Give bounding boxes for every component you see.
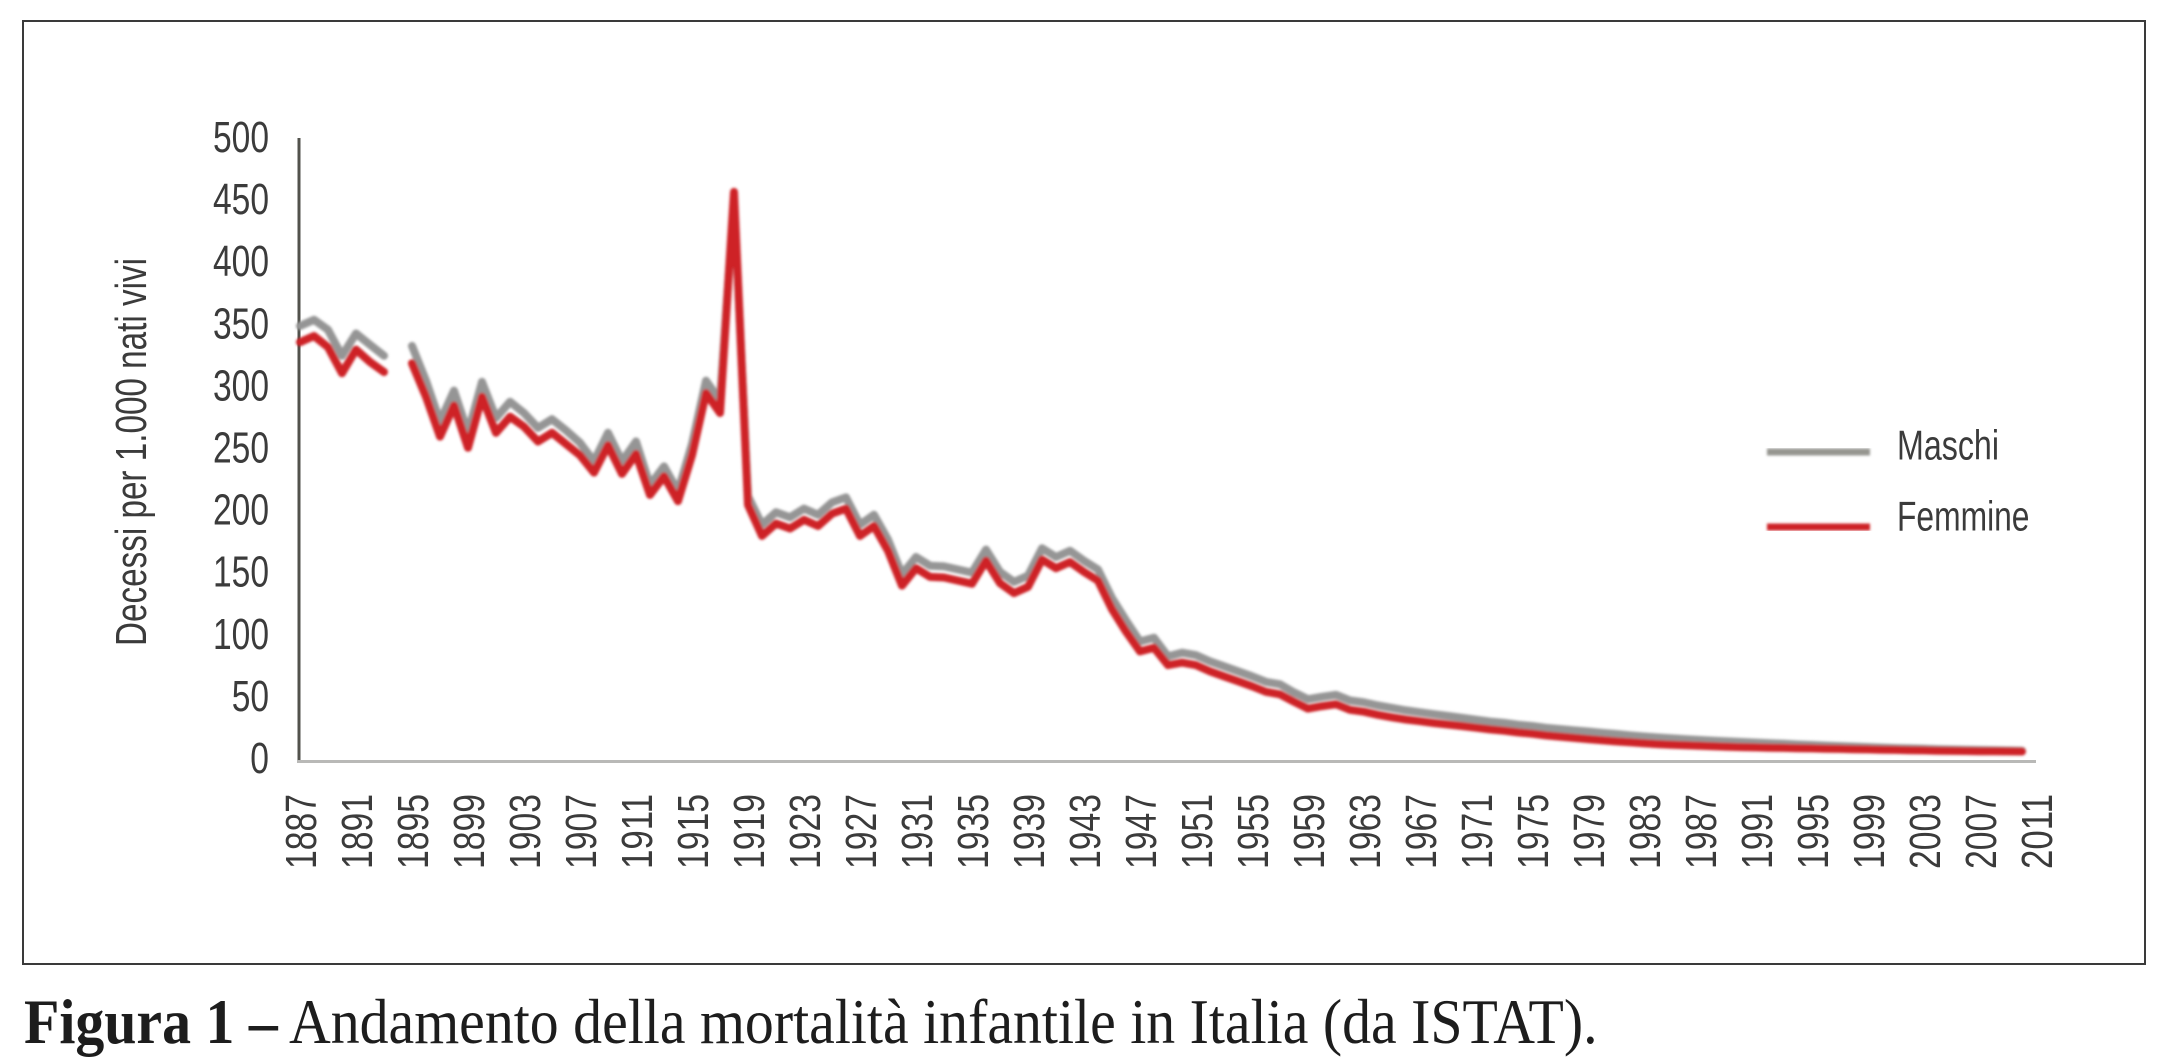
svg-text:1955: 1955 [1230, 794, 1278, 869]
svg-text:1983: 1983 [1622, 794, 1670, 869]
svg-text:2011: 2011 [2014, 794, 2062, 869]
svg-text:1995: 1995 [1790, 794, 1838, 869]
svg-text:1935: 1935 [950, 794, 998, 869]
svg-text:Femmine: Femmine [1897, 493, 2030, 540]
svg-text:1951: 1951 [1174, 794, 1222, 869]
svg-text:1947: 1947 [1118, 794, 1166, 869]
svg-text:350: 350 [213, 300, 269, 348]
svg-text:1923: 1923 [782, 794, 830, 869]
svg-text:1975: 1975 [1510, 794, 1558, 869]
svg-text:Maschi: Maschi [1897, 422, 1999, 469]
svg-text:1919: 1919 [726, 794, 774, 869]
svg-text:1907: 1907 [558, 794, 606, 869]
svg-text:2003: 2003 [1902, 794, 1950, 869]
svg-text:1911: 1911 [614, 794, 662, 869]
svg-text:450: 450 [213, 176, 269, 224]
svg-text:250: 250 [213, 425, 269, 473]
svg-text:100: 100 [213, 611, 269, 659]
svg-text:300: 300 [213, 362, 269, 410]
svg-text:1887: 1887 [278, 794, 326, 869]
svg-text:500: 500 [213, 114, 269, 162]
svg-text:400: 400 [213, 238, 269, 286]
svg-text:150: 150 [213, 549, 269, 597]
svg-text:1927: 1927 [838, 794, 886, 869]
svg-text:1967: 1967 [1398, 794, 1446, 869]
svg-text:Decessi per 1.000 nati vivi: Decessi per 1.000 nati vivi [108, 258, 156, 646]
svg-text:1987: 1987 [1678, 794, 1726, 869]
svg-text:1915: 1915 [670, 794, 718, 869]
svg-text:1939: 1939 [1006, 794, 1054, 869]
svg-text:1959: 1959 [1286, 794, 1334, 869]
svg-text:1979: 1979 [1566, 794, 1614, 869]
svg-text:1899: 1899 [446, 794, 494, 869]
svg-text:1963: 1963 [1342, 794, 1390, 869]
svg-text:2007: 2007 [1958, 794, 2006, 869]
svg-text:1971: 1971 [1454, 794, 1502, 869]
svg-text:1999: 1999 [1846, 794, 1894, 869]
svg-text:1943: 1943 [1062, 794, 1110, 869]
svg-text:0: 0 [250, 735, 269, 783]
svg-text:1991: 1991 [1734, 794, 1782, 869]
svg-text:1903: 1903 [502, 794, 550, 869]
svg-text:200: 200 [213, 487, 269, 535]
svg-text:1895: 1895 [390, 794, 438, 869]
svg-text:1891: 1891 [334, 794, 382, 869]
svg-text:50: 50 [232, 673, 269, 721]
svg-text:1931: 1931 [894, 794, 942, 869]
